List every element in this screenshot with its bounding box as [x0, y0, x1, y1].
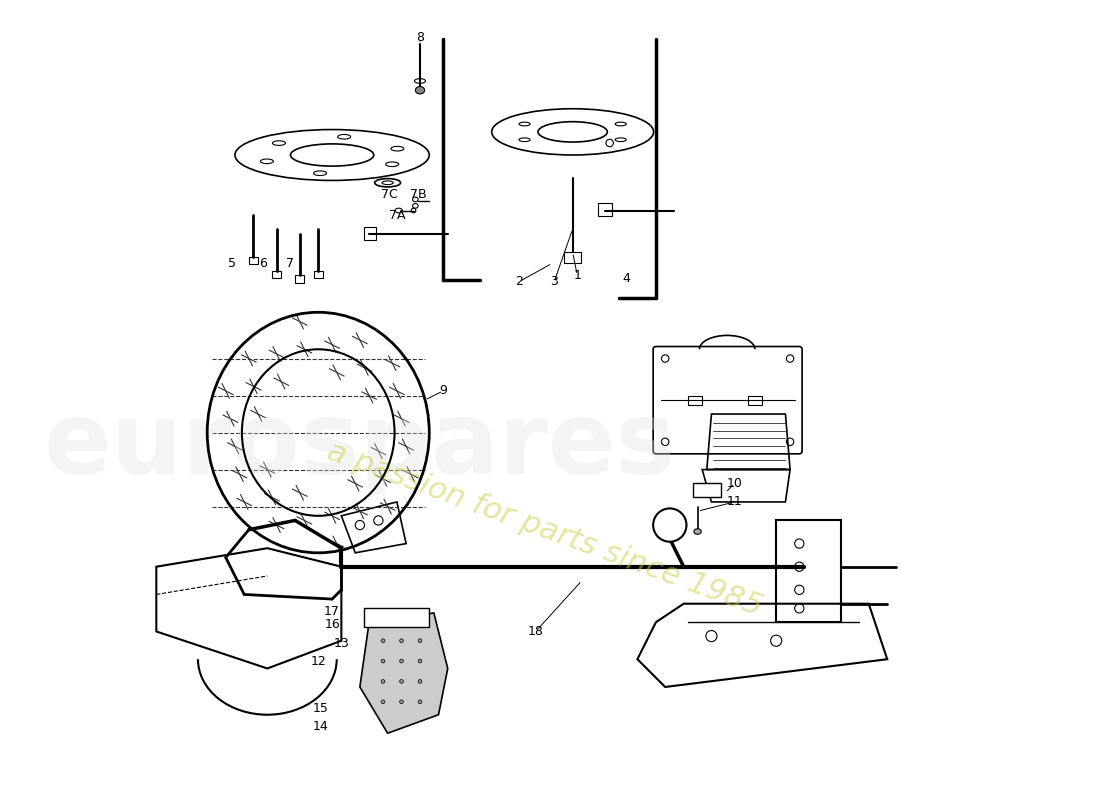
Text: 8: 8 [416, 31, 424, 44]
Circle shape [399, 700, 404, 704]
FancyBboxPatch shape [653, 346, 802, 454]
Text: 10: 10 [727, 477, 742, 490]
Circle shape [381, 659, 385, 663]
Circle shape [399, 679, 404, 683]
Circle shape [381, 639, 385, 642]
FancyBboxPatch shape [364, 608, 429, 627]
FancyBboxPatch shape [272, 270, 282, 278]
FancyBboxPatch shape [295, 275, 305, 282]
Text: 11: 11 [727, 495, 742, 509]
FancyBboxPatch shape [249, 257, 258, 264]
Text: 4: 4 [623, 271, 630, 285]
FancyBboxPatch shape [748, 395, 762, 405]
Circle shape [653, 509, 686, 542]
Text: 7: 7 [286, 257, 295, 270]
Text: 7B: 7B [410, 188, 427, 202]
FancyBboxPatch shape [693, 483, 720, 498]
Ellipse shape [694, 529, 702, 534]
Circle shape [418, 700, 422, 704]
Text: 6: 6 [258, 257, 266, 270]
Text: 9: 9 [439, 385, 447, 398]
Text: 12: 12 [310, 655, 326, 669]
Text: 5: 5 [228, 257, 236, 270]
Circle shape [381, 700, 385, 704]
Text: 7C: 7C [381, 188, 398, 202]
Text: a passion for parts since 1985: a passion for parts since 1985 [323, 438, 767, 622]
Circle shape [399, 659, 404, 663]
Text: 14: 14 [314, 720, 329, 734]
Circle shape [399, 639, 404, 642]
Text: 17: 17 [324, 605, 340, 618]
Ellipse shape [416, 86, 425, 94]
Circle shape [418, 639, 422, 642]
Circle shape [418, 679, 422, 683]
Text: eurospares: eurospares [44, 398, 675, 495]
Polygon shape [360, 613, 448, 734]
FancyBboxPatch shape [689, 395, 702, 405]
Circle shape [381, 679, 385, 683]
FancyBboxPatch shape [564, 252, 581, 263]
FancyBboxPatch shape [364, 227, 375, 240]
FancyBboxPatch shape [314, 270, 323, 278]
Text: 15: 15 [314, 702, 329, 714]
Circle shape [418, 659, 422, 663]
FancyBboxPatch shape [597, 203, 612, 216]
Text: 1: 1 [573, 269, 581, 282]
Text: 18: 18 [528, 625, 543, 638]
Text: 3: 3 [550, 275, 558, 288]
Text: 16: 16 [324, 618, 340, 631]
Text: 13: 13 [333, 637, 349, 650]
Text: 7A: 7A [388, 209, 405, 222]
Text: 2: 2 [515, 275, 522, 288]
